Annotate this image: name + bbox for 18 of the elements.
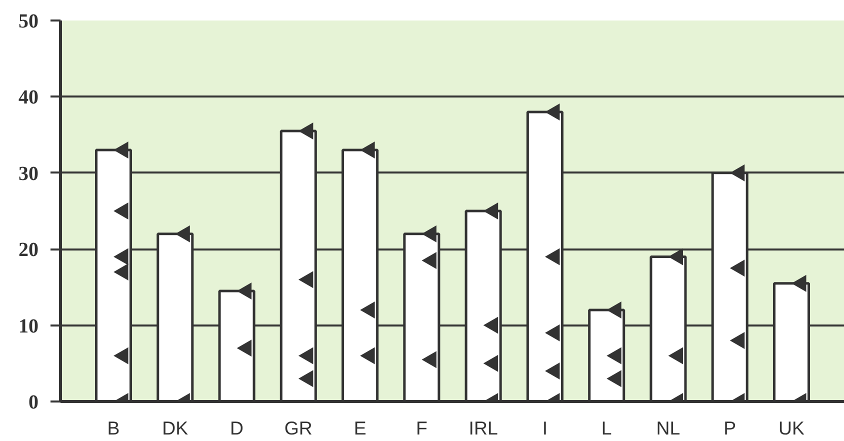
x-tick-label: GR [284,418,312,438]
y-tick-label: 50 [18,10,38,32]
x-tick-label: E [354,418,366,438]
x-tick-label: I [542,418,548,438]
x-tick-label: DK [162,418,189,438]
x-tick-label: F [416,418,428,438]
x-tick-label: B [107,418,120,438]
y-tick-label: 0 [28,392,38,414]
y-tick-label: 20 [18,239,38,262]
y-tick-label: 30 [18,162,38,185]
x-tick-label: IRL [468,418,498,438]
x-tick-label: NL [656,418,680,438]
y-tick-label: 10 [18,315,38,338]
x-tick-label: D [230,418,244,438]
x-tick-label: P [724,418,736,438]
y-tick-label: 40 [18,86,38,109]
x-tick-label: UK [778,418,806,438]
x-tick-label: L [601,418,612,438]
